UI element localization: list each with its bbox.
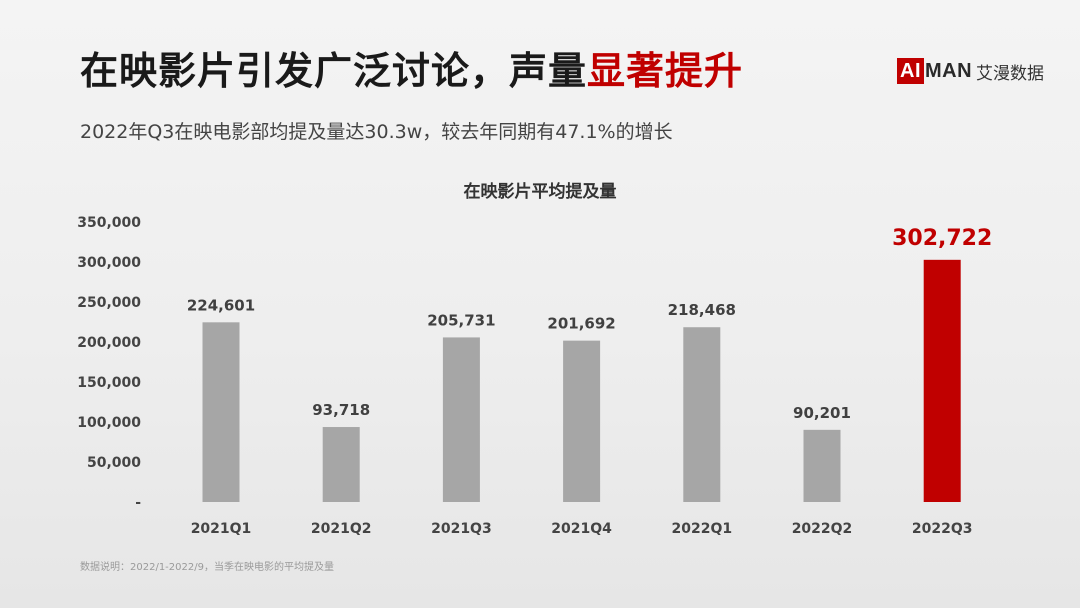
- chart-title: 在映影片平均提及量: [463, 182, 617, 202]
- bar-value-label: 302,722: [892, 226, 992, 251]
- bar: [322, 427, 360, 502]
- bar: [683, 327, 721, 502]
- x-tick-label: 2021Q3: [431, 521, 492, 537]
- x-tick-label: 2021Q4: [551, 521, 612, 537]
- bar: [442, 337, 480, 502]
- bar-value-label: 205,731: [427, 311, 495, 329]
- logo-mark: AI: [897, 58, 924, 84]
- title-highlight: 显著提升: [587, 49, 744, 93]
- title-main: 在映影片引发广泛讨论，声量: [80, 49, 588, 93]
- y-tick-label: -: [135, 495, 141, 511]
- x-tick-label: 2022Q2: [792, 521, 853, 537]
- y-tick-label: 150,000: [77, 375, 141, 391]
- y-tick-label: 100,000: [77, 415, 141, 431]
- footnote: 数据说明：2022/1-2022/9，当季在映电影的平均提及量: [80, 562, 334, 573]
- logo-cn-text: 艾漫数据: [976, 63, 1045, 84]
- y-tick-label: 250,000: [77, 295, 141, 311]
- y-tick-label: 200,000: [77, 335, 141, 351]
- bar: [563, 340, 601, 502]
- bar-value-label: 218,468: [668, 301, 736, 319]
- x-tick-label: 2022Q1: [671, 521, 732, 537]
- y-tick-label: 300,000: [77, 255, 141, 271]
- bar-value-label: 93,718: [312, 401, 370, 419]
- y-tick-label: 50,000: [87, 455, 141, 471]
- brand-logo: AI MAN 艾漫数据: [897, 58, 1044, 84]
- bar: [202, 322, 240, 502]
- y-tick-label: 350,000: [77, 215, 141, 231]
- bar: [923, 259, 961, 502]
- bar-value-label: 224,601: [187, 296, 255, 314]
- logo-text: MAN: [925, 59, 973, 82]
- bar-value-label: 201,692: [547, 315, 615, 333]
- x-tick-label: 2021Q2: [311, 521, 372, 537]
- x-tick-label: 2022Q3: [912, 521, 973, 537]
- x-tick-label: 2021Q1: [191, 521, 252, 537]
- page-title: 在映影片引发广泛讨论，声量显著提升: [80, 40, 743, 95]
- bar: [803, 429, 841, 502]
- subtitle: 2022年Q3在映电影部均提及量达30.3w，较去年同期有47.1%的增长: [80, 121, 673, 143]
- bar-value-label: 90,201: [793, 404, 851, 422]
